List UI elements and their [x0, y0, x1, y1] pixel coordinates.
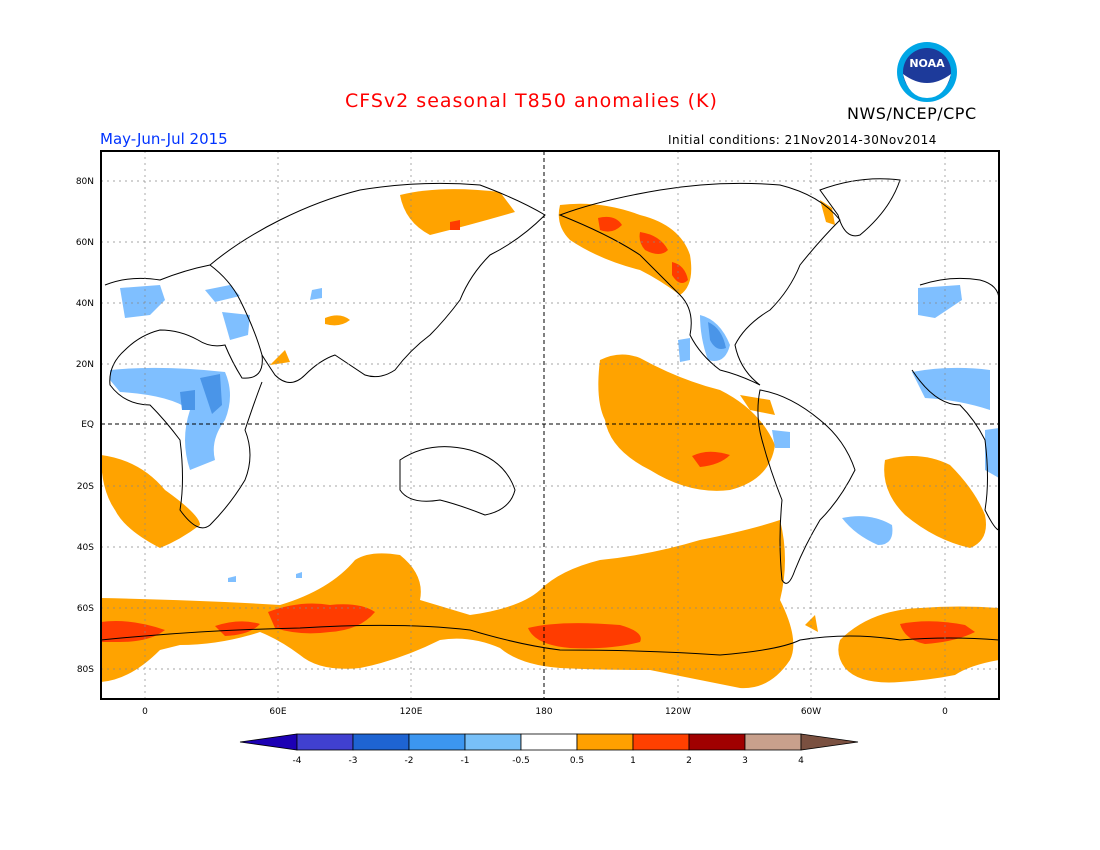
colorbar-label: 3: [742, 756, 748, 766]
lon-label: 60W: [801, 707, 821, 717]
lon-label: 60E: [269, 707, 286, 717]
colorbar-left-arrow: [239, 733, 298, 751]
lon-label: 120W: [665, 707, 691, 717]
map-area: [100, 150, 1000, 700]
colorbar-label: -2: [405, 756, 414, 766]
colorbar-segment: [632, 733, 690, 751]
lon-label: 120E: [400, 707, 423, 717]
noaa-logo-icon: NOAA: [897, 42, 957, 102]
cool-anomaly-fill: [110, 285, 999, 582]
colorbar-label: -3: [349, 756, 358, 766]
colorbar-label: 0.5: [570, 756, 584, 766]
colorbar-segment: [744, 733, 802, 751]
colorbar-segment: [408, 733, 466, 751]
colorbar-label: -0.5: [512, 756, 530, 766]
lat-label: 80N: [76, 177, 94, 187]
lat-label: EQ: [81, 420, 94, 430]
grid-lines: [101, 151, 999, 699]
colorbar-segment: [520, 733, 578, 751]
colorbar-right-arrow: [800, 733, 859, 751]
forecast-period: May-Jun-Jul 2015: [100, 130, 228, 148]
colorbar-labels: -4 -3 -2 -1 -0.5 0.5 1 2 3 4: [293, 756, 805, 766]
colorbar: [239, 733, 859, 751]
colorbar-segment: [688, 733, 746, 751]
coastlines: [100, 178, 1000, 656]
lat-label: 40S: [77, 543, 94, 553]
lat-label: 60S: [77, 604, 94, 614]
lat-labels: 80N 60N 40N 20N EQ 20S 40S 60S 80S: [76, 177, 94, 675]
cool-strong-anomaly-fill: [180, 322, 726, 414]
colorbar-label: -4: [293, 756, 302, 766]
initial-conditions: Initial conditions: 21Nov2014-30Nov2014: [668, 133, 937, 147]
colorbar-segment: [296, 733, 354, 751]
colorbar-label: 2: [686, 756, 692, 766]
colorbar-label: 4: [798, 756, 804, 766]
colorbar-segment: [576, 733, 634, 751]
colorbar-label: -1: [461, 756, 470, 766]
lat-label: 40N: [76, 299, 94, 309]
lat-label: 80S: [77, 665, 94, 675]
lon-label: 0: [142, 707, 148, 717]
lon-label: 0: [942, 707, 948, 717]
noaa-logo-text: NOAA: [909, 57, 945, 70]
reference-lines: [101, 151, 999, 699]
map-frame: [100, 150, 1000, 700]
lon-labels: 0 60E 120E 180 120W 60W 0: [142, 707, 948, 717]
lat-label: 20N: [76, 360, 94, 370]
map-title: CFSv2 seasonal T850 anomalies (K): [345, 90, 718, 112]
colorbar-segment: [352, 733, 410, 751]
lat-label: 60N: [76, 238, 94, 248]
lon-label: 180: [535, 707, 552, 717]
agency-label: NWS/NCEP/CPC: [847, 104, 977, 123]
colorbar-label: 1: [630, 756, 636, 766]
lat-label: 20S: [77, 482, 94, 492]
colorbar-segment: [464, 733, 522, 751]
